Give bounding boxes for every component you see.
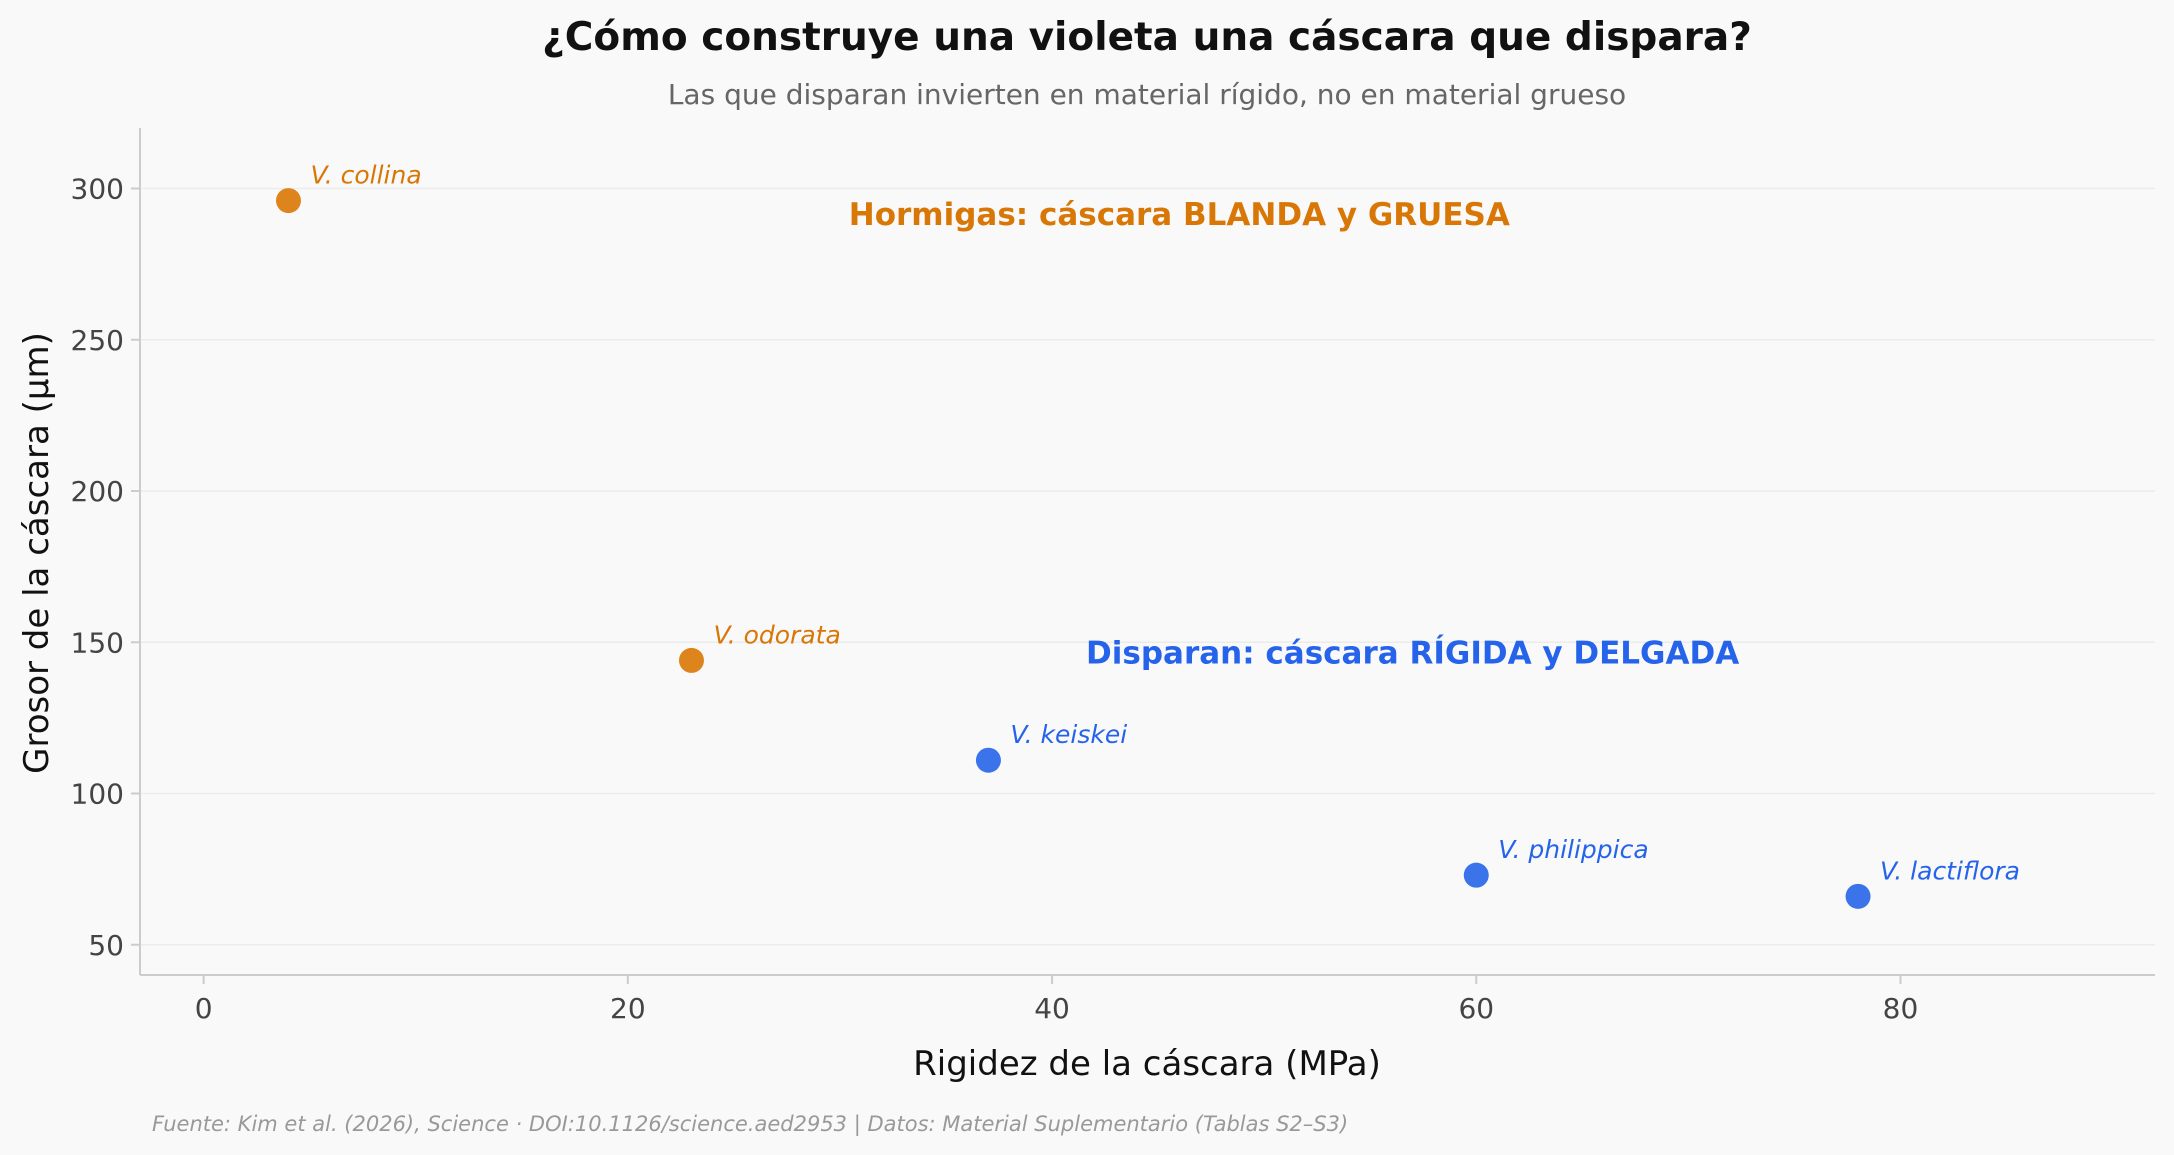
y-axis-label: Grosor de la cáscara (µm) xyxy=(17,332,57,774)
data-point xyxy=(678,647,704,673)
y-tick-label: 200 xyxy=(71,475,124,508)
point-label: V. keiskei xyxy=(1010,720,1127,749)
annotation-text: Disparan: cáscara RÍGIDA y DELGADA xyxy=(1086,635,1739,671)
data-point xyxy=(1845,883,1871,909)
chart-title: ¿Cómo construye una violeta una cáscara … xyxy=(542,15,1752,60)
point-label: V. collina xyxy=(310,161,421,190)
y-tick-label: 100 xyxy=(71,778,124,811)
x-tick-label: 0 xyxy=(195,992,213,1025)
x-tick-label: 20 xyxy=(610,992,646,1025)
point-label: V. philippica xyxy=(1498,835,1648,864)
data-point xyxy=(275,188,301,214)
grid-lines xyxy=(140,187,2155,946)
y-tick-label: 250 xyxy=(71,324,124,357)
point-label: V. odorata xyxy=(713,620,840,649)
point-label: V. lactiflora xyxy=(1880,856,2020,885)
y-tick-label: 50 xyxy=(88,929,124,962)
chart-subtitle: Las que disparan invierten en material r… xyxy=(668,78,1626,111)
data-points: V. collina V. odorata V. keiskei V. philipp… xyxy=(275,161,2020,909)
y-tick-label: 150 xyxy=(71,626,124,659)
source-footer: Fuente: Kim et al. (2026), Science · DOI… xyxy=(152,1112,1348,1137)
y-tick-label: 300 xyxy=(71,173,124,206)
x-ticks: 0 20 40 60 80 xyxy=(195,975,1919,1025)
annotations: Hormigas: cáscara BLANDA y GRUESA Dispara… xyxy=(849,197,1739,672)
x-tick-label: 40 xyxy=(1034,992,1070,1025)
data-point xyxy=(1463,862,1489,888)
x-tick-label: 60 xyxy=(1458,992,1494,1025)
x-tick-label: 80 xyxy=(1883,992,1919,1025)
x-axis-label: Rigidez de la cáscara (MPa) xyxy=(913,1044,1381,1084)
y-ticks: 50 100 150 200 250 300 xyxy=(71,173,140,962)
data-point xyxy=(975,747,1001,773)
annotation-text: Hormigas: cáscara BLANDA y GRUESA xyxy=(849,197,1510,233)
